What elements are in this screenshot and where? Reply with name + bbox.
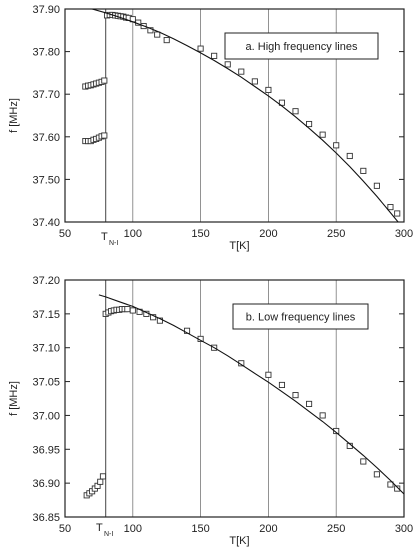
y-tick-label: 37.70 [32, 89, 60, 101]
x-tick-label: 50 [59, 523, 71, 535]
data-point [278, 381, 286, 389]
y-tick-label: 36.85 [32, 512, 60, 524]
y-tick-label: 37.80 [32, 47, 60, 59]
data-point [147, 27, 154, 34]
data-point [373, 182, 380, 189]
chart-panel-b: 36.85 36.90 36.95 37.00 37.05 37.10 37.15 37.20… [8, 275, 413, 547]
fit-curve [89, 9, 399, 222]
x-tick-label: 200 [259, 523, 277, 535]
data-point [346, 152, 353, 160]
data-point [306, 120, 313, 128]
y-axis-label: f [MHz] [8, 381, 20, 416]
y-tick-label: 37.40 [32, 217, 60, 229]
data-point [394, 485, 401, 492]
x-tick-label: 100 [124, 523, 142, 535]
y-tick-label: 37.00 [32, 410, 60, 422]
data-point [333, 142, 340, 149]
data-point [319, 412, 326, 419]
data-point [99, 473, 107, 480]
data-point [224, 61, 231, 68]
data-point [387, 204, 394, 211]
x-tick-label: 150 [191, 228, 209, 240]
y-axis-label: f [MHz] [8, 98, 20, 133]
legend-label: a. High frequency lines [246, 41, 358, 53]
x-tick-label: 300 [395, 523, 413, 535]
transition-label-sub: N-I [104, 531, 113, 538]
y-tick-label: 37.20 [32, 275, 60, 287]
plot-frame [64, 279, 405, 518]
legend-box [224, 32, 379, 60]
data-point [124, 306, 131, 313]
x-tick-label: 50 [59, 228, 71, 240]
data-point [319, 131, 326, 138]
x-axis-label: T[K] [229, 535, 249, 547]
plot-frame [64, 8, 405, 223]
transition-label: T [96, 522, 103, 534]
data-point [101, 132, 108, 139]
data-point [292, 392, 299, 399]
x-tick-label: 300 [395, 228, 413, 240]
data-point [197, 45, 204, 52]
x-tick-label: 250 [327, 523, 345, 535]
x-tick-label: 250 [327, 228, 345, 240]
data-point [238, 68, 245, 75]
y-tick-label: 37.15 [32, 309, 60, 321]
data-layer [83, 294, 404, 499]
data-point [306, 400, 313, 407]
data-point [360, 167, 367, 174]
data-point [265, 86, 272, 93]
data-point [278, 99, 286, 106]
data-point [97, 478, 104, 485]
data-point [251, 78, 258, 85]
y-tick-label: 36.95 [32, 444, 60, 456]
data-point [154, 31, 161, 38]
y-tick-label: 37.90 [32, 4, 60, 16]
x-tick-label: 150 [191, 523, 209, 535]
data-layer [82, 9, 401, 222]
data-point [101, 77, 108, 84]
data-point [265, 371, 272, 378]
data-point [211, 52, 218, 59]
data-point [360, 458, 367, 465]
transition-label: T [101, 231, 108, 243]
x-tick-label: 200 [259, 228, 277, 240]
legend-box [232, 303, 369, 330]
data-point [373, 471, 380, 478]
y-tick-label: 37.05 [32, 377, 60, 389]
legend-label: b. Low frequency lines [246, 312, 356, 324]
data-point [129, 307, 136, 314]
x-axis-label: T[K] [229, 240, 249, 252]
transition-label-sub: N-I [109, 240, 118, 247]
y-tick-label: 36.90 [32, 478, 60, 490]
y-tick-label: 37.50 [32, 174, 60, 186]
data-point [163, 37, 170, 44]
data-point [387, 481, 394, 488]
x-tick-label: 100 [124, 228, 142, 240]
chart-panel-a: 37.40 37.50 37.60 37.70 37.80 37.90 50 100 150 20… [8, 4, 413, 252]
y-tick-label: 37.60 [32, 132, 60, 144]
y-tick-label: 37.10 [32, 343, 60, 355]
data-point [292, 108, 299, 115]
fit-curve [98, 294, 404, 495]
data-point [394, 210, 401, 217]
